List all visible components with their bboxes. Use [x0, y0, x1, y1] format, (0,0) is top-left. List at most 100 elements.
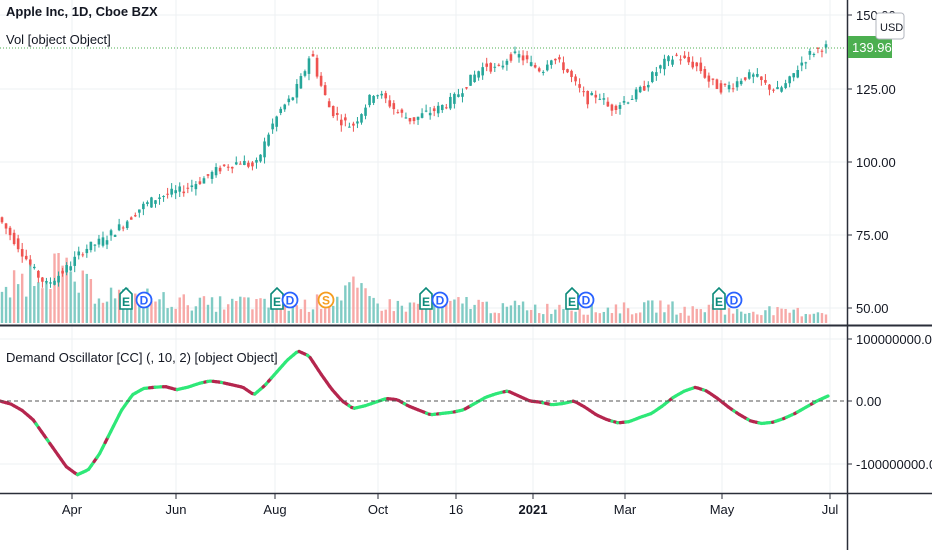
volume-bar: [154, 301, 157, 323]
volume-bar: [776, 307, 779, 323]
candle-body: [230, 166, 234, 169]
candle-body: [735, 81, 739, 88]
volume-bar: [37, 282, 40, 323]
earnings-marker[interactable]: E: [270, 286, 284, 310]
oscillator-axis[interactable]: 100000000.00 0.00 -100000000.00: [847, 332, 932, 472]
candle-body: [582, 91, 585, 93]
candle-body: [739, 80, 743, 85]
candle-body: [465, 87, 468, 89]
volume-bar: [772, 315, 775, 323]
volume-bar: [20, 273, 24, 323]
candle-body: [303, 71, 307, 76]
candle-body: [537, 68, 541, 72]
earnings-letter: E: [715, 295, 723, 309]
candle-body: [501, 65, 505, 68]
candle-body: [598, 98, 602, 100]
candle-body: [109, 230, 113, 236]
volume-bar: [643, 302, 646, 323]
candle-body: [521, 55, 525, 61]
volume-bar: [570, 310, 573, 323]
candle-body: [166, 193, 169, 195]
candle-body: [154, 200, 157, 204]
volume-bar: [622, 302, 626, 323]
volume-bar: [683, 306, 686, 323]
candle-body: [81, 254, 85, 256]
volume-bar: [824, 314, 828, 323]
earnings-marker[interactable]: E: [712, 286, 726, 310]
candle-body: [509, 54, 513, 61]
candle-body: [57, 275, 60, 283]
volume-bar: [392, 311, 396, 323]
candle-body: [679, 59, 682, 61]
volume-bar: [287, 310, 290, 323]
volume-bar: [449, 300, 452, 323]
candle-body: [727, 85, 731, 90]
volume-bar: [315, 294, 319, 323]
candle-body: [295, 83, 299, 98]
volume-bar: [404, 311, 408, 323]
volume-bar: [311, 309, 315, 323]
volume-bar: [101, 302, 105, 323]
volume-bar: [796, 307, 799, 323]
osc-tick-zero: 0.00: [856, 394, 881, 409]
oscillator-segment: [823, 394, 830, 399]
dividend-marker[interactable]: D: [135, 291, 153, 309]
candle-body: [622, 100, 626, 103]
candle-body: [719, 83, 723, 93]
currency-button[interactable]: [875, 12, 905, 40]
dividend-marker[interactable]: D: [577, 291, 595, 309]
volume-bar: [117, 289, 121, 323]
split-marker[interactable]: S: [317, 291, 335, 309]
earnings-marker[interactable]: E: [119, 286, 133, 310]
volume-bar: [299, 309, 303, 323]
volume-bar: [739, 311, 743, 323]
candle-body: [440, 104, 444, 111]
candle-body: [715, 79, 719, 89]
volume-bar: [812, 313, 816, 323]
osc-tick-pos: 100000000.00: [856, 332, 932, 347]
candle-body: [747, 72, 751, 79]
candle-body: [756, 73, 759, 77]
volume-bar: [675, 314, 678, 323]
volume-bar: [618, 313, 622, 323]
candle-body: [691, 61, 695, 68]
volume-bar: [562, 309, 565, 323]
volume-bar: [332, 305, 335, 323]
volume-bar: [307, 311, 311, 323]
volume-bar: [190, 310, 194, 323]
candle-body: [558, 57, 561, 60]
candle-body: [800, 62, 804, 66]
dividend-marker[interactable]: D: [725, 291, 743, 309]
candle-body: [97, 238, 101, 245]
volume-bar: [384, 309, 387, 323]
volume-bar: [598, 313, 602, 323]
candle-body: [331, 106, 335, 117]
candle-body: [138, 209, 141, 213]
earnings-marker[interactable]: E: [419, 286, 433, 310]
price-axis[interactable]: 150.00 125.00 100.00 75.00 50.00: [847, 8, 896, 316]
candle-body: [142, 203, 145, 210]
volume-bar: [428, 299, 432, 323]
volume-bar: [469, 308, 472, 323]
candle-body: [570, 70, 573, 78]
volume-bar: [222, 309, 226, 323]
time-axis[interactable]: Apr Jun Aug Oct 16 2021 Mar May Jul: [62, 494, 839, 517]
volume-bar: [376, 303, 379, 323]
candle-body: [445, 107, 448, 109]
candle-body: [408, 117, 412, 122]
candle-body: [12, 232, 16, 244]
volume-bar: [336, 296, 339, 323]
last-price-badge: [848, 36, 892, 58]
volume-bar: [420, 300, 424, 323]
candle-body: [129, 217, 133, 220]
candle-body: [562, 62, 565, 71]
volume-bar: [703, 312, 707, 323]
dividend-marker[interactable]: D: [431, 291, 449, 309]
dividend-marker[interactable]: D: [281, 291, 299, 309]
earnings-marker[interactable]: E: [565, 286, 579, 310]
volume-bar: [69, 271, 72, 323]
volume-bar: [517, 305, 521, 323]
candle-body: [243, 160, 246, 165]
